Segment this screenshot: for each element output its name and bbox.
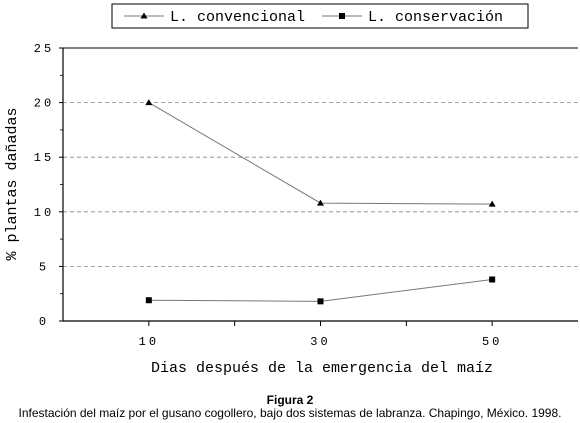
figure-caption: Infestación del maíz por el gusano cogol…	[18, 406, 562, 420]
y-tick-label-10: 10	[34, 206, 54, 220]
y-tick-label-15: 15	[34, 151, 54, 165]
y-tick-label-0: 0	[39, 315, 49, 329]
series-line-1	[148, 279, 493, 302]
x-axis-label: Dias después de la emergencia del maíz	[151, 360, 493, 377]
data-point-1-0	[145, 297, 152, 304]
data-point-1-2	[489, 276, 496, 283]
y-axis-label: % plantas dañadas	[4, 107, 21, 260]
x-axis-ticks: 10 30 50	[139, 321, 502, 349]
legend-marker-0	[140, 12, 148, 19]
legend-marker-1	[339, 13, 345, 19]
legend: L. convencional L. conservación	[111, 3, 529, 29]
figure-label: Figura 2	[266, 393, 314, 407]
y-tick-label-25: 25	[34, 42, 54, 56]
line-chart: 0 5 10 15 20 25 10 30 50 L. convencional L. cons…	[4, 3, 578, 377]
series-line-0	[148, 102, 493, 205]
legend-label-0: L. convencional	[170, 9, 305, 26]
data-point-1-1	[317, 298, 324, 305]
data-point-0-2	[488, 200, 496, 207]
y-tick-label-20: 20	[34, 97, 54, 111]
legend-label-1: L. conservación	[368, 9, 503, 26]
data-point-0-0	[145, 99, 153, 106]
data-point-0-1	[317, 199, 324, 206]
series-group	[145, 99, 496, 305]
legend-box	[111, 3, 529, 29]
gridlines	[63, 47, 578, 267]
x-tick-label-50: 50	[482, 335, 502, 349]
axes	[62, 47, 578, 322]
x-tick-label-30: 30	[310, 335, 330, 349]
y-tick-label-5: 5	[39, 260, 49, 274]
x-tick-label-10: 10	[139, 335, 159, 349]
y-axis-ticks: 0 5 10 15 20 25	[34, 42, 63, 329]
